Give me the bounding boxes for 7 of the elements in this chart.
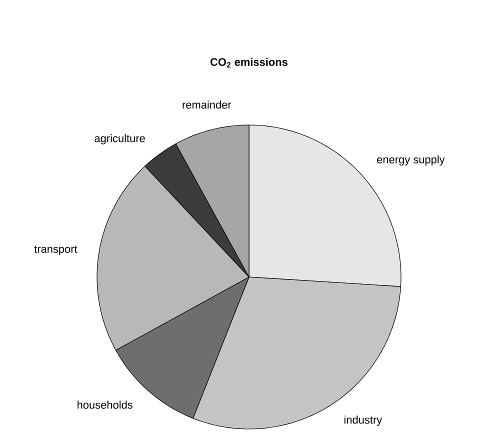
- slice-label: transport: [34, 246, 78, 256]
- slice-label: agriculture: [94, 134, 145, 144]
- slice-label: households: [78, 400, 132, 409]
- slice-label: industry: [344, 416, 382, 426]
- slice-label: energy supply: [377, 155, 445, 166]
- chart-title: CO$_{2}$ emissions: [210, 58, 288, 68]
- slice-label: remainder: [182, 100, 232, 109]
